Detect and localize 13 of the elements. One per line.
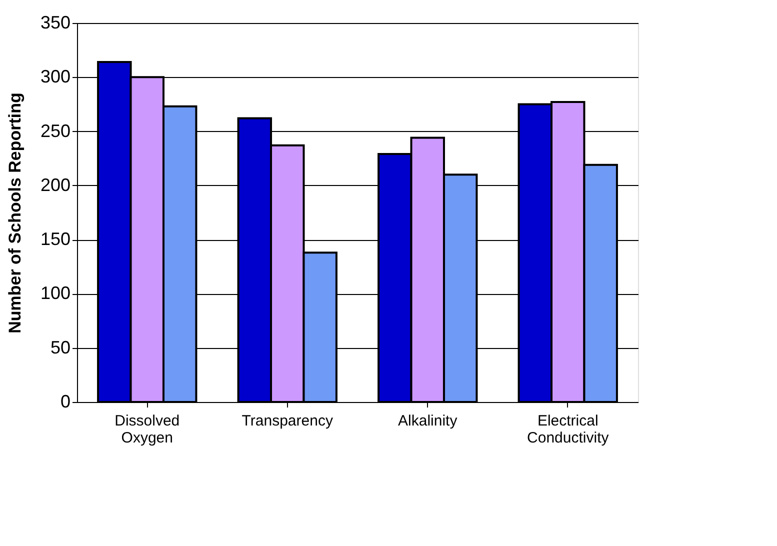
- y-tick-label: 250: [40, 120, 70, 141]
- x-tick-label: Electrical Conductivity: [527, 412, 610, 446]
- x-tick-label: Alkalinity: [398, 412, 458, 430]
- y-tick-label: 50: [50, 337, 70, 358]
- y-tick-label: 150: [40, 229, 70, 250]
- y-tick-label: 0: [60, 392, 70, 412]
- y-tick-label: 100: [40, 283, 70, 304]
- x-tick-label: Transparency: [242, 412, 334, 430]
- y-tick-label: 350: [40, 12, 70, 32]
- y-axis-title: Number of Schools Reporting: [5, 92, 24, 334]
- y-tick-label: 300: [40, 66, 70, 87]
- x-tick-label: Dissolved Oxygen: [114, 412, 180, 446]
- y-tick-label: 200: [40, 174, 70, 195]
